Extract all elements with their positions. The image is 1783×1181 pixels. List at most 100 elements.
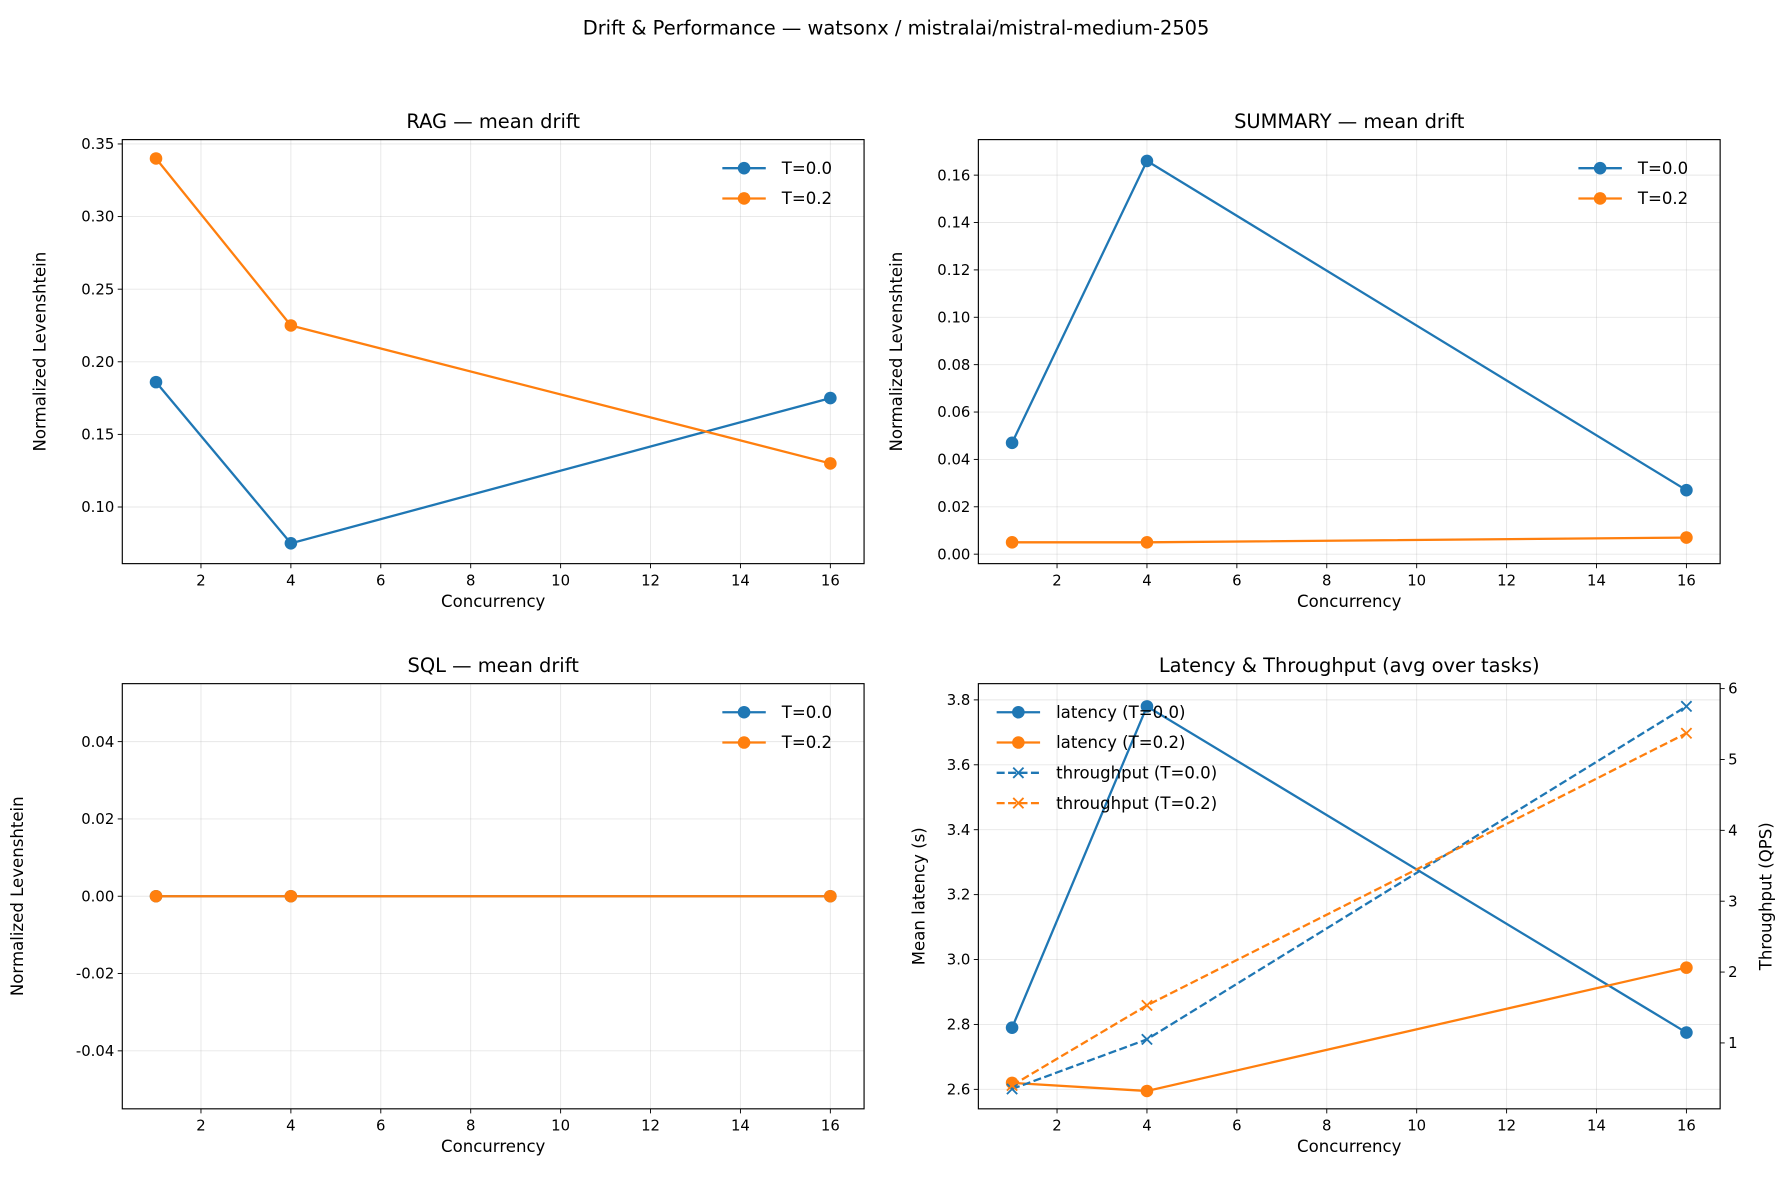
x-tick-label: 8	[1322, 571, 1331, 589]
data-point	[1012, 797, 1025, 809]
x-tick-label: 14	[731, 1117, 750, 1135]
legend-label: latency (T=0.0)	[1056, 703, 1185, 722]
data-point	[1141, 1033, 1153, 1046]
axes-frame	[977, 683, 1721, 1110]
y-tick-label: 2.6	[947, 1080, 971, 1098]
x-tick-label: 2	[196, 1117, 205, 1135]
subplot-3: 2 4 6 8 10 12 14 162.62.83.03.23.43.63.8123456L…	[910, 654, 1776, 1156]
series-throughput-t-0-0-	[1006, 700, 1693, 1095]
data-point	[737, 705, 751, 719]
y2-tick-label: 4	[1728, 821, 1737, 839]
series-throughput-t-0-2-	[1006, 727, 1693, 1092]
data-point	[1012, 767, 1025, 779]
y-tick-label: 0.04	[81, 733, 114, 751]
data-point	[1006, 1083, 1018, 1095]
series-line	[1011, 704, 1688, 1034]
y-tick-label: 3.4	[947, 821, 971, 839]
y-axis-label: Mean latency (s)	[910, 827, 929, 965]
legend-label: T=0.0	[781, 703, 832, 722]
y2-tick-label: 3	[1728, 892, 1737, 910]
series-line	[155, 157, 831, 465]
x-tick-label: 2	[1052, 571, 1061, 589]
y2-tick-label: 5	[1728, 751, 1737, 769]
y2-tick-label: 6	[1728, 680, 1737, 698]
y-tick-label: 0.30	[81, 208, 114, 226]
data-point	[1005, 536, 1019, 549]
data-point	[1006, 1079, 1018, 1092]
data-point	[1012, 736, 1025, 749]
y-tick-label: 0.02	[81, 810, 114, 828]
y-axis-label: Normalized Levenshtein	[887, 252, 906, 452]
data-point	[1680, 727, 1693, 740]
y-axis-label: Normalized Levenshtein	[8, 796, 27, 996]
axes-frame	[977, 139, 1721, 565]
y-tick-label: 3.0	[947, 951, 971, 969]
x-tick-label: 4	[1142, 571, 1151, 589]
y2-tick-label: 2	[1728, 963, 1737, 981]
series-line	[1011, 159, 1688, 492]
x-tick-label: 2	[196, 571, 205, 589]
data-point	[1140, 700, 1154, 713]
x-tick-label: 12	[641, 1117, 660, 1135]
y-tick-label: 0.00	[81, 887, 114, 905]
x-tick-label: 6	[1232, 571, 1241, 589]
axes-frame	[121, 683, 865, 1110]
y-tick-label: 3.6	[947, 756, 971, 774]
y-tick-label: 0.25	[81, 280, 114, 298]
y-tick-label: 0.15	[81, 426, 114, 444]
subplot-title: SUMMARY — mean drift	[1234, 110, 1465, 133]
y-tick-label: 0.02	[937, 498, 970, 516]
x-axis-label: Concurrency	[1297, 1137, 1402, 1156]
x-tick-label: 4	[286, 1117, 295, 1135]
data-point	[1012, 705, 1025, 719]
x-axis-label: Concurrency	[441, 1137, 546, 1156]
x-tick-label: 8	[466, 1117, 475, 1135]
data-point	[149, 375, 163, 389]
figure-title: Drift & Performance — watsonx / mistrala…	[583, 16, 1210, 39]
y-tick-label: 0.06	[937, 403, 970, 421]
y-tick-label: 0.14	[937, 214, 970, 232]
data-point	[1140, 154, 1154, 168]
x-tick-label: 10	[1407, 571, 1426, 589]
y-tick-label: 0.10	[937, 308, 970, 326]
legend-label: latency (T=0.2)	[1056, 733, 1185, 752]
data-point	[284, 537, 298, 550]
data-point	[824, 889, 837, 903]
legend: T=0.0 T=0.2	[1578, 159, 1688, 208]
y-tick-label: -0.04	[76, 1042, 114, 1060]
subplot-0: 2 4 6 8 10 12 14 16 0.10 0.15 0.20 0.25 0.30 0.35 RAG …	[31, 110, 865, 611]
x-tick-label: 10	[1407, 1117, 1426, 1135]
y-tick-label: 3.8	[947, 691, 971, 709]
data-point	[1005, 436, 1019, 450]
data-point	[1593, 161, 1607, 175]
data-point	[284, 319, 298, 332]
series-latency-t-0-0-	[1005, 700, 1693, 1039]
y-tick-label: 0.08	[937, 356, 970, 374]
y-axis-label: Normalized Levenshtein	[31, 252, 50, 452]
x-tick-label: 2	[1052, 1117, 1061, 1135]
legend-label: throughput (T=0.0)	[1056, 764, 1217, 783]
legend-label: T=0.0	[1637, 159, 1688, 178]
x-tick-label: 10	[551, 1117, 570, 1135]
series-t-0-2	[1005, 531, 1693, 549]
y2-axis-label: Throughput (QPS)	[1757, 822, 1776, 971]
subplot-title: RAG — mean drift	[406, 110, 580, 133]
x-tick-label: 16	[821, 1117, 840, 1135]
x-tick-label: 6	[1232, 1117, 1241, 1135]
x-axis-label: Concurrency	[441, 592, 546, 611]
x-tick-label: 6	[376, 1117, 385, 1135]
data-point	[149, 889, 163, 903]
y-tick-label: 0.00	[937, 545, 970, 563]
data-point	[737, 161, 751, 175]
y-tick-label: 3.2	[947, 886, 971, 904]
x-tick-label: 14	[1587, 1117, 1606, 1135]
legend-label: T=0.2	[1637, 189, 1688, 208]
x-tick-label: 10	[551, 571, 570, 589]
x-tick-label: 4	[286, 571, 295, 589]
legend: T=0.0 T=0.2	[722, 703, 832, 752]
series-line	[1012, 966, 1687, 1093]
x-tick-label: 16	[1677, 1117, 1696, 1135]
legend-label: T=0.0	[781, 159, 832, 178]
data-point	[1140, 1084, 1154, 1098]
